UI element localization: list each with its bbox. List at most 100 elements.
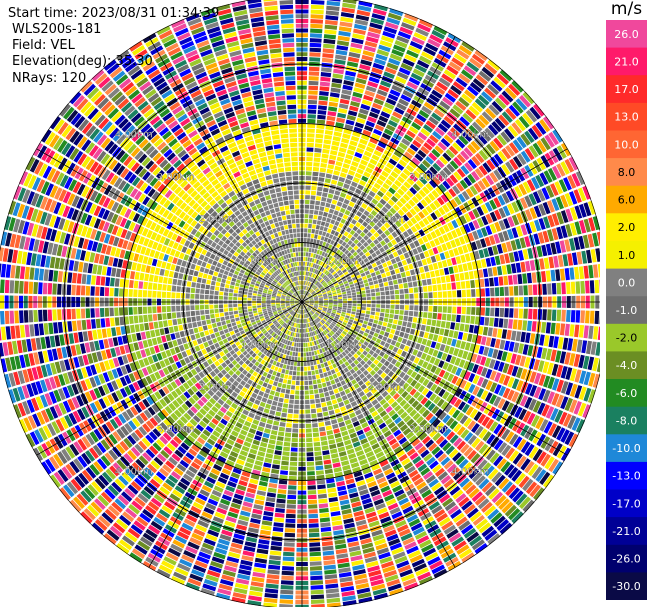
gate-cell bbox=[425, 272, 431, 279]
gate-cell bbox=[432, 262, 439, 270]
gate-cell bbox=[349, 263, 355, 268]
gate-cell bbox=[257, 485, 267, 492]
gate-cell bbox=[455, 100, 467, 111]
gate-cell bbox=[371, 198, 379, 205]
gate-cell bbox=[376, 235, 383, 242]
gate-cell bbox=[317, 260, 322, 265]
gate-cell bbox=[365, 251, 371, 257]
gate-cell bbox=[493, 169, 503, 181]
gate-cell bbox=[379, 268, 385, 274]
gate-cell bbox=[346, 266, 351, 271]
gate-cell bbox=[256, 548, 269, 555]
gate-cell bbox=[323, 296, 328, 298]
gate-cell bbox=[437, 141, 448, 151]
gate-cell bbox=[363, 279, 368, 284]
gate-cell bbox=[310, 253, 314, 258]
gate-cell bbox=[361, 202, 368, 210]
gate-cell bbox=[426, 215, 434, 223]
gate-cell bbox=[295, 380, 300, 386]
gate-cell bbox=[344, 75, 355, 82]
gate-cell bbox=[286, 423, 292, 428]
gate-cell bbox=[292, 351, 296, 357]
gate-cell bbox=[468, 324, 474, 333]
gate-cell bbox=[306, 286, 309, 291]
gate-cell bbox=[380, 240, 386, 247]
gate-cell bbox=[401, 205, 409, 214]
gate-cell bbox=[307, 257, 310, 262]
gate-cell bbox=[496, 73, 510, 85]
gate-cell bbox=[398, 283, 404, 289]
gate-cell bbox=[281, 460, 289, 466]
gate-cell bbox=[318, 284, 322, 288]
gate-cell bbox=[353, 260, 359, 266]
gate-cell bbox=[310, 570, 323, 576]
gate-cell bbox=[327, 280, 332, 284]
gate-cell bbox=[307, 342, 310, 347]
gate-cell bbox=[440, 321, 446, 328]
gate-cell bbox=[361, 303, 367, 307]
gate-cell bbox=[310, 190, 317, 196]
gate-cell bbox=[494, 307, 500, 317]
gate-cell bbox=[332, 258, 338, 264]
gate-cell bbox=[314, 205, 320, 211]
gate-cell bbox=[366, 206, 373, 213]
gate-cell bbox=[328, 274, 333, 279]
gate-cell bbox=[480, 227, 488, 237]
gate-cell bbox=[338, 280, 343, 285]
gate-cell bbox=[363, 210, 370, 217]
gate-cell bbox=[452, 290, 457, 298]
gate-cell bbox=[390, 295, 395, 300]
gate-cell bbox=[381, 326, 387, 331]
gate-cell bbox=[541, 187, 550, 200]
gate-cell bbox=[431, 29, 446, 40]
gate-cell bbox=[391, 231, 398, 238]
gate-cell bbox=[268, 369, 274, 375]
gate-cell bbox=[515, 262, 522, 273]
gate-cell bbox=[354, 152, 363, 159]
gate-cell bbox=[324, 24, 338, 30]
gate-cell bbox=[373, 149, 382, 157]
gate-cell bbox=[529, 260, 536, 271]
gate-cell bbox=[597, 326, 600, 340]
gate-cell bbox=[464, 271, 470, 280]
gate-cell bbox=[338, 26, 352, 33]
gate-cell bbox=[346, 227, 352, 233]
gate-cell bbox=[319, 167, 327, 173]
gate-cell bbox=[322, 231, 327, 237]
gate-cell bbox=[317, 283, 321, 287]
gate-cell bbox=[411, 196, 420, 204]
gate-cell bbox=[330, 419, 338, 425]
gate-cell bbox=[310, 408, 317, 414]
gate-cell bbox=[459, 323, 465, 332]
gate-cell bbox=[473, 182, 483, 193]
gate-cell bbox=[266, 373, 272, 379]
gate-cell bbox=[431, 112, 442, 122]
gate-cell bbox=[308, 375, 312, 381]
gate-cell bbox=[399, 254, 406, 261]
gate-cell bbox=[284, 374, 289, 380]
gate-cell bbox=[395, 294, 400, 300]
gate-cell bbox=[365, 314, 370, 318]
gate-cell bbox=[278, 479, 288, 485]
gate-cell bbox=[383, 128, 394, 136]
gate-cell bbox=[306, 242, 310, 248]
gate-cell bbox=[311, 185, 317, 191]
gate-cell bbox=[320, 76, 331, 82]
gate-cell bbox=[349, 254, 355, 260]
gate-cell bbox=[479, 316, 485, 326]
gate-cell bbox=[576, 251, 583, 265]
gate-cell bbox=[451, 282, 457, 290]
gate-cell bbox=[477, 134, 488, 145]
gate-cell bbox=[454, 238, 461, 247]
gate-cell bbox=[534, 219, 542, 232]
gate-cell bbox=[356, 228, 362, 235]
gate-cell bbox=[311, 291, 316, 295]
gate-cell bbox=[471, 53, 485, 65]
gate-cell bbox=[323, 305, 328, 307]
gate-cell bbox=[445, 321, 451, 329]
gate-cell bbox=[308, 219, 313, 224]
gate-cell bbox=[304, 376, 308, 381]
gate-cell bbox=[490, 307, 495, 317]
gate-cell bbox=[328, 302, 333, 305]
gate-cell bbox=[314, 264, 318, 269]
